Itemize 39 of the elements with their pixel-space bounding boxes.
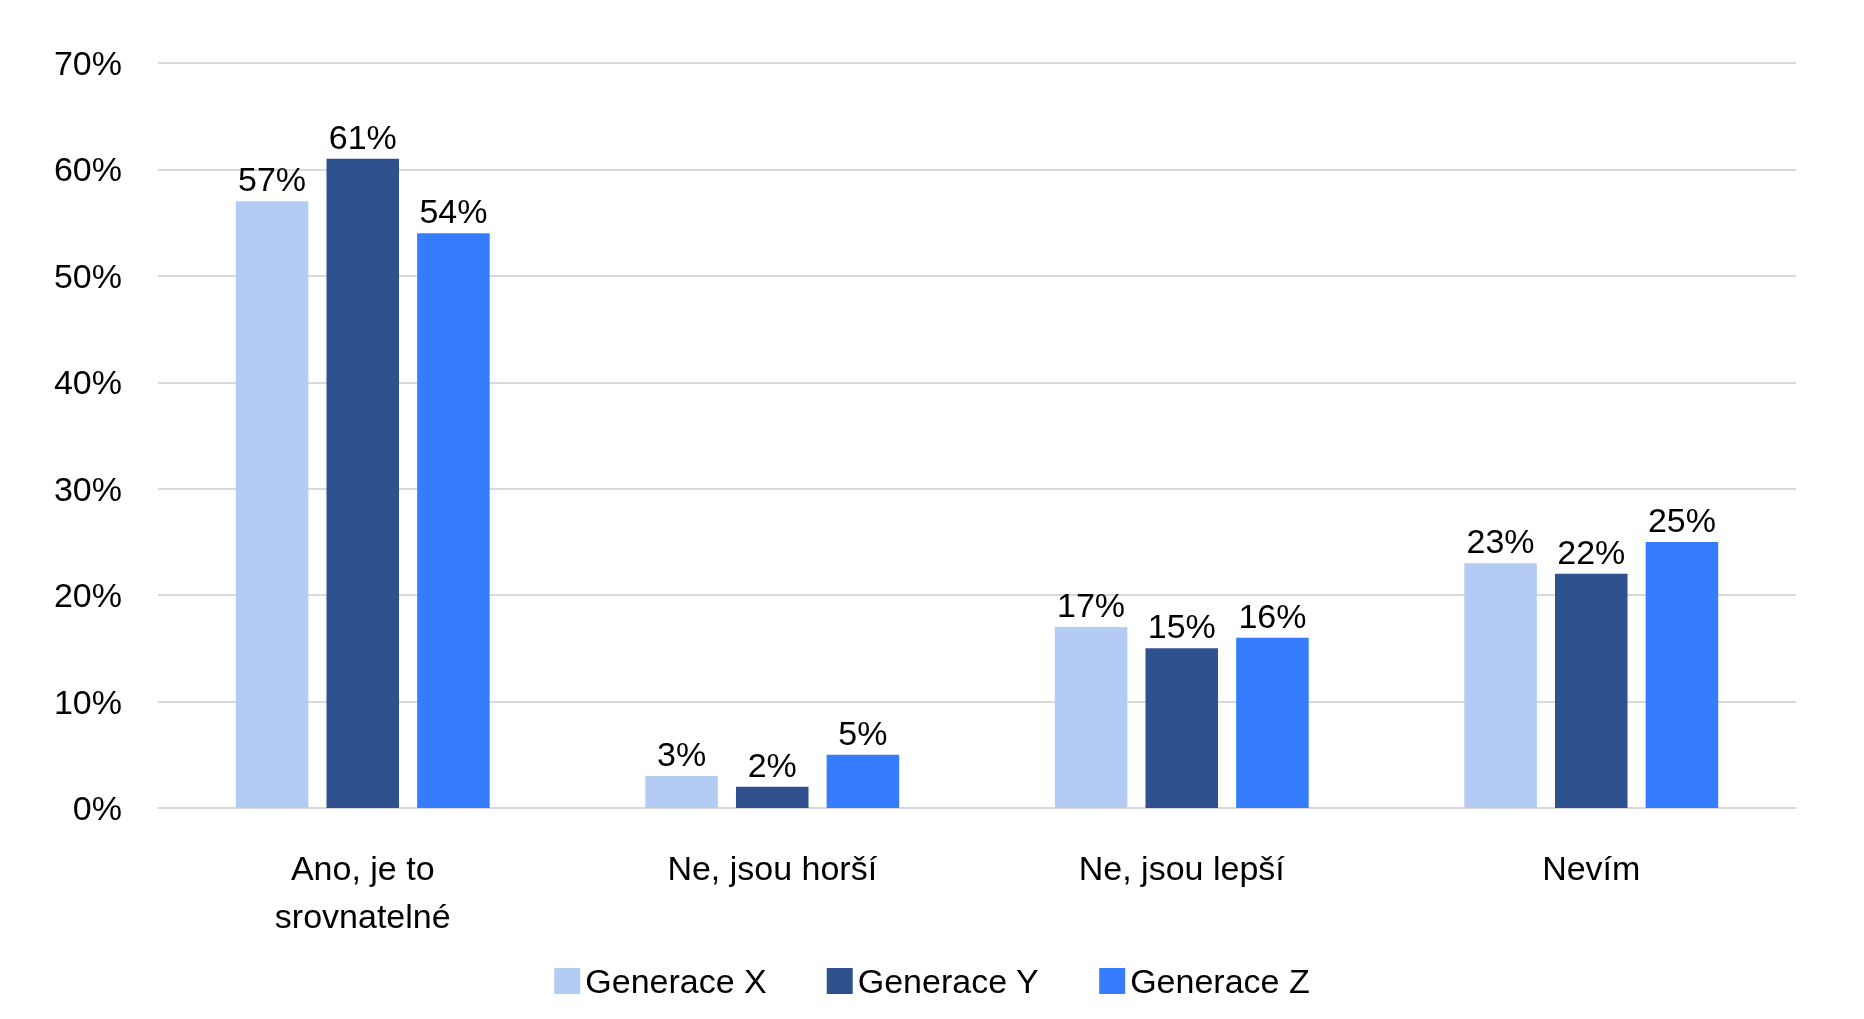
data-label: 61%	[328, 117, 397, 156]
data-label: 3%	[657, 735, 707, 774]
bar	[235, 201, 309, 808]
data-label: 25%	[1647, 500, 1716, 539]
data-label: 57%	[238, 160, 307, 199]
y-tick-label: 60%	[53, 150, 122, 189]
y-tick-label: 30%	[53, 469, 122, 508]
x-tick-label: Ano, je to srovnatelné	[274, 849, 451, 935]
bar	[735, 786, 809, 808]
y-tick-label: 40%	[53, 363, 122, 402]
bar	[1054, 627, 1128, 808]
bar	[826, 754, 900, 808]
data-label: 23%	[1466, 522, 1535, 561]
bar	[326, 158, 400, 808]
bar	[1145, 648, 1219, 808]
legend-label: Generace X	[585, 962, 767, 1000]
data-label: 54%	[419, 192, 488, 231]
bar	[1464, 563, 1537, 808]
data-label: 15%	[1147, 607, 1216, 646]
data-label: 16%	[1238, 596, 1307, 635]
bar	[1554, 573, 1628, 808]
data-label: 2%	[747, 745, 797, 784]
data-label: 22%	[1557, 532, 1626, 571]
data-label: 17%	[1057, 586, 1126, 625]
bar	[1645, 541, 1719, 808]
x-tick-label: Ne, jsou lepší	[1078, 849, 1286, 887]
x-tick-label: Nevím	[1542, 849, 1641, 887]
x-tick-label: Ne, jsou horší	[667, 849, 878, 887]
y-tick-label: 0%	[72, 789, 122, 827]
legend-label: Generace Y	[857, 962, 1039, 1000]
bar	[1236, 637, 1309, 808]
y-tick-label: 70%	[53, 44, 122, 82]
y-tick-label: 20%	[53, 576, 122, 615]
bar	[645, 776, 718, 808]
legend-label: Generace Z	[1130, 962, 1310, 1000]
bar	[417, 233, 490, 808]
y-tick-label: 50%	[53, 256, 122, 295]
data-label: 5%	[838, 713, 888, 752]
y-tick-label: 10%	[53, 682, 122, 721]
